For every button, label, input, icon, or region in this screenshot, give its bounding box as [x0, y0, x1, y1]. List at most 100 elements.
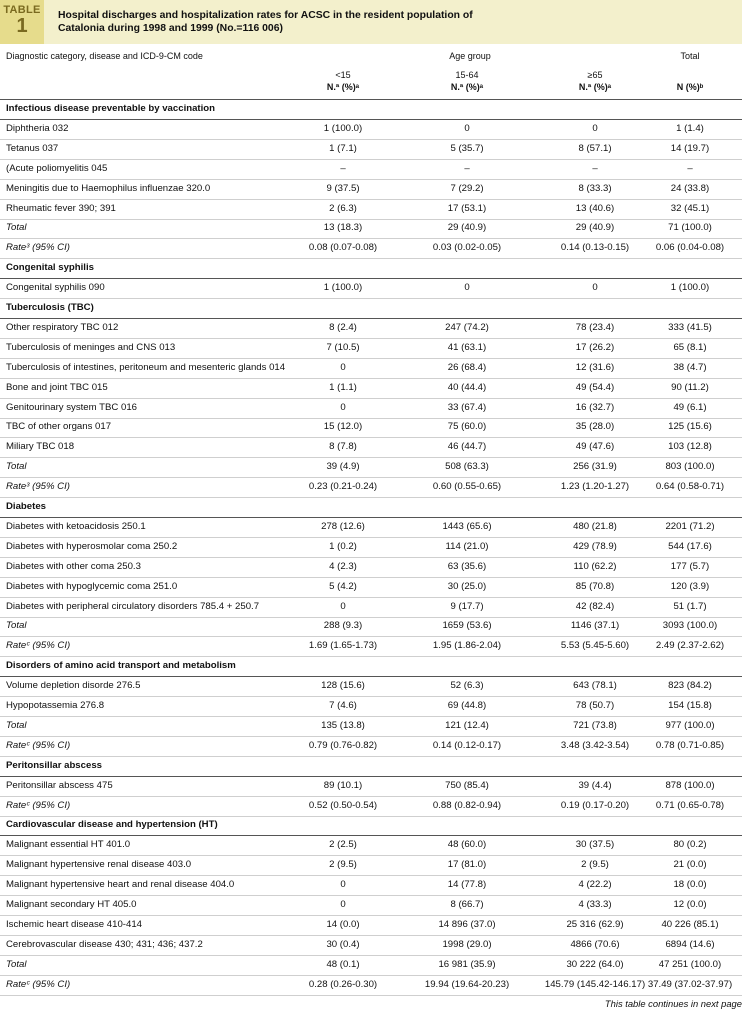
cell: 8 (57.1)	[578, 142, 612, 154]
table-row: Malignant essential HT 401.0 2 (2.5) 48 (6…	[0, 835, 742, 857]
cell: 18 (0.0)	[673, 879, 707, 891]
row-label: Diphtheria 032	[6, 122, 69, 134]
table-row: Congenital syphilis 090 1 (100.0) 0 0 1 (100…	[0, 278, 742, 300]
cell: 1.23 (1.20-1.27)	[560, 481, 630, 493]
cell: 39 (4.4)	[578, 779, 612, 791]
total-row: Total 13 (18.3) 29 (40.9) 29 (40.9) 71 (100.…	[0, 218, 742, 240]
title-band	[0, 0, 742, 44]
table-row: Rheumatic fever 390; 391 2 (6.3) 17 (53.1)…	[0, 199, 742, 220]
cell: 38 (4.7)	[673, 361, 707, 373]
cell: 8 (33.3)	[578, 182, 612, 194]
cell: 19.94 (19.64-20.23)	[424, 978, 510, 990]
table-row: Volume depletion disorde 276.5 128 (15.6)…	[0, 676, 742, 698]
row-label: Rate³ (95% CI)	[6, 242, 70, 254]
table-row: Diabetes with hyperosmolar coma 250.2 1 (…	[0, 537, 742, 558]
cell: 65 (8.1)	[673, 341, 707, 353]
cell: 0.71 (0.65-0.78)	[655, 799, 725, 811]
cell: 49 (47.6)	[575, 441, 615, 453]
cell: 6894 (14.6)	[665, 938, 715, 950]
cell: 75 (60.0)	[447, 421, 487, 433]
row-label: Ischemic heart disease 410-414	[6, 918, 142, 930]
cell: 40 (44.4)	[447, 381, 487, 393]
cell: 8 (7.8)	[329, 441, 357, 453]
cell: 154 (15.8)	[668, 700, 712, 711]
row-label: Tuberculosis of intestines, peritoneum a…	[6, 361, 286, 373]
cell: 21 (0.0)	[673, 859, 707, 871]
total-row: Total 48 (0.1) 16 981 (35.9) 30 222 (64.0) 4…	[0, 955, 742, 976]
cell: 0.78 (0.71-0.85)	[655, 739, 725, 751]
cell: 5 (4.2)	[329, 580, 357, 592]
row-label: (Acute poliomyelitis 045	[6, 162, 108, 174]
cell: 0.79 (0.76-0.82)	[308, 739, 378, 751]
cell: 41 (63.1)	[447, 341, 487, 353]
cell: 0.60 (0.55-0.65)	[432, 481, 502, 493]
table-row: Diabetes with hypoglycemic coma 251.0 5 (…	[0, 577, 742, 598]
table-row: Diabetes with other coma 250.3 4 (2.3) 63 …	[0, 557, 742, 578]
row-label: Other respiratory TBC 012	[6, 321, 119, 333]
row-label: Meningitis due to Haemophilus influenzae…	[6, 182, 211, 194]
row-label: Cerebrovascular disease 430; 431; 436; 4…	[6, 938, 203, 950]
cell: 4 (2.3)	[329, 560, 357, 572]
cell: 4 (22.2)	[578, 879, 612, 891]
cell: 7 (29.2)	[450, 182, 484, 194]
table-row: TBC of other organs 017 15 (12.0) 75 (60.0…	[0, 417, 742, 439]
column-subheader: N.ª (%)ᵃ	[578, 82, 612, 92]
cell: 48 (60.0)	[447, 839, 487, 851]
row-label: Malignant hypertensive renal disease 403…	[6, 859, 192, 871]
cell: 30 (25.0)	[447, 580, 487, 592]
table-row: Malignant secondary HT 405.0 0 8 (66.7) 4 (…	[0, 895, 742, 916]
cell: 13 (18.3)	[323, 222, 363, 234]
section-title: Congenital syphilis	[6, 262, 94, 274]
cell: 0.06 (0.04-0.08)	[655, 242, 725, 254]
section-header: Cardiovascular disease and hypertension …	[0, 815, 742, 837]
cell: 1.95 (1.86-2.04)	[432, 640, 502, 652]
cell: 977 (100.0)	[665, 719, 715, 731]
column-subheader: N.ª (%)ᵃ	[450, 82, 484, 92]
cell: 32 (45.1)	[670, 202, 710, 214]
cell: 46 (44.7)	[447, 441, 487, 453]
cell: 14 (0.0)	[326, 918, 360, 930]
cell: –	[687, 162, 693, 174]
cell: 80 (0.2)	[673, 839, 707, 851]
table-row: Diabetes with peripheral circulatory dis…	[0, 597, 742, 618]
cell: –	[464, 162, 470, 174]
cell: 78 (23.4)	[575, 321, 615, 333]
cell: 0	[340, 899, 346, 910]
row-label: Congenital syphilis 090	[6, 282, 105, 294]
cell: 1 (7.1)	[329, 142, 357, 154]
table-row: Malignant hypertensive heart and renal d…	[0, 875, 742, 897]
header-rule	[0, 79, 742, 100]
cell: 52 (6.3)	[450, 680, 484, 692]
footer-note: This table continues in next page	[604, 998, 742, 1009]
cell: 247 (74.2)	[445, 321, 489, 333]
column-subheader: ≥65	[587, 70, 603, 80]
section-title: Disorders of amino acid transport and me…	[6, 660, 236, 672]
cell: 63 (35.6)	[447, 560, 487, 572]
cell: 17 (53.1)	[447, 202, 487, 214]
table-row: Hypopotassemia 276.8 7 (4.6) 69 (44.8) 78 (…	[0, 696, 742, 717]
cell: 14 (19.7)	[670, 142, 710, 154]
rate-row: Rateᶜ (95% CI) 0.52 (0.50-0.54) 0.88 (0.82…	[0, 796, 742, 817]
cell: 13 (40.6)	[575, 202, 615, 214]
total-row: Total 135 (13.8) 121 (12.4) 721 (73.8) 977 (…	[0, 716, 742, 737]
row-label: Bone and joint TBC 015	[6, 381, 108, 393]
cell: 480 (21.8)	[573, 520, 617, 532]
cell: 15 (12.0)	[323, 421, 363, 433]
row-label: Total	[6, 719, 27, 731]
cell: 103 (12.8)	[668, 441, 712, 453]
cell: 30 (37.5)	[575, 839, 615, 851]
cell: 0	[340, 600, 346, 612]
cell: 78 (50.7)	[575, 700, 615, 711]
cell: 0	[340, 401, 346, 413]
cell: 2 (9.5)	[329, 859, 357, 871]
row-label: Malignant secondary HT 405.0	[6, 899, 137, 910]
cell: 544 (17.6)	[668, 540, 712, 552]
cell: 0	[464, 122, 470, 134]
cell: 803 (100.0)	[665, 461, 715, 473]
row-label: Diabetes with hyperosmolar coma 250.2	[6, 540, 178, 552]
row-label: TBC of other organs 017	[6, 421, 112, 433]
cell: 1 (100.0)	[323, 282, 363, 294]
cell: 145.79 (145.42-146.17)	[544, 978, 646, 990]
cell: 0	[340, 879, 346, 891]
